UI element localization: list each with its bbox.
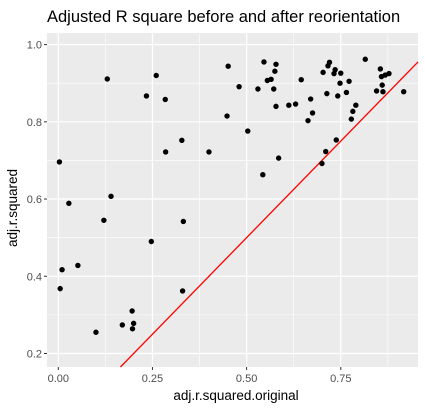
data-point	[320, 69, 326, 76]
plot-panel	[47, 33, 418, 367]
y-tick-label: 0.8	[27, 117, 42, 129]
x-axis-ticks: 0.00 0.25 0.50 0.75	[48, 367, 351, 385]
y-tick-label: 0.2	[27, 348, 42, 360]
data-point	[101, 217, 107, 223]
data-point	[333, 137, 339, 143]
data-point	[130, 320, 137, 327]
data-point	[153, 72, 159, 79]
data-point	[380, 88, 386, 95]
data-point	[307, 96, 314, 102]
data-point	[56, 159, 63, 165]
data-point	[206, 149, 212, 155]
data-points	[56, 56, 407, 335]
data-point	[286, 102, 292, 108]
data-point	[386, 70, 392, 77]
data-point	[305, 117, 311, 124]
data-point	[338, 70, 344, 76]
y-tick-label: 1.0	[27, 40, 42, 52]
data-point	[180, 218, 187, 225]
y-axis-title: adj.r.squared	[5, 169, 20, 247]
data-point	[66, 200, 72, 206]
data-point	[162, 149, 169, 155]
data-point	[326, 59, 333, 66]
data-point	[261, 59, 267, 65]
data-point	[93, 329, 99, 335]
data-point	[271, 86, 277, 92]
data-point	[245, 128, 251, 134]
data-point	[319, 160, 325, 167]
x-tick-label: 0.25	[142, 373, 163, 385]
data-point	[143, 93, 150, 99]
data-point	[292, 101, 299, 107]
data-point	[179, 288, 186, 294]
data-point	[343, 89, 350, 96]
data-point	[275, 155, 282, 161]
data-point	[75, 262, 81, 269]
data-point	[162, 96, 168, 103]
data-point	[273, 103, 279, 110]
data-point	[350, 108, 356, 115]
x-tick-label: 0.00	[48, 373, 69, 385]
data-point	[255, 86, 261, 92]
data-point	[335, 93, 341, 99]
grid-major	[47, 33, 418, 367]
x-tick-label: 0.50	[236, 373, 257, 385]
data-point	[104, 76, 110, 82]
data-point	[273, 61, 279, 67]
y-tick-label: 0.6	[27, 194, 42, 206]
data-point	[332, 66, 338, 73]
x-tick-label: 0.75	[330, 373, 351, 385]
data-point	[373, 88, 380, 94]
data-point	[129, 308, 135, 314]
data-point	[324, 90, 330, 97]
x-axis-title: adj.r.squared.original	[173, 388, 298, 403]
data-point	[57, 285, 63, 292]
data-point	[346, 78, 352, 84]
y-axis-ticks: 0.2 0.4 0.6 0.8 1.0	[27, 40, 47, 360]
data-point	[323, 148, 329, 155]
data-point	[353, 102, 359, 108]
data-point	[59, 266, 65, 273]
data-point	[377, 66, 384, 72]
data-point	[224, 113, 230, 119]
reference-line-layer	[119, 61, 419, 368]
data-point	[337, 80, 343, 86]
chart-title: Adjusted R square before and after reori…	[47, 8, 400, 26]
data-point	[362, 56, 368, 62]
data-point	[309, 110, 316, 116]
data-point	[236, 83, 242, 90]
y-tick-label: 0.4	[27, 271, 42, 283]
data-point	[260, 172, 266, 178]
data-point	[108, 193, 114, 200]
grid-minor	[47, 33, 418, 367]
data-point	[129, 326, 136, 332]
data-point	[379, 82, 385, 88]
data-point	[119, 322, 126, 328]
data-point	[348, 116, 355, 122]
data-point	[272, 68, 278, 74]
reference-line-y-equals-x	[119, 61, 419, 368]
data-point	[298, 77, 304, 83]
data-point	[400, 88, 407, 95]
data-point	[225, 63, 231, 69]
data-point	[148, 238, 155, 245]
data-point	[268, 76, 274, 83]
data-point	[179, 137, 185, 144]
